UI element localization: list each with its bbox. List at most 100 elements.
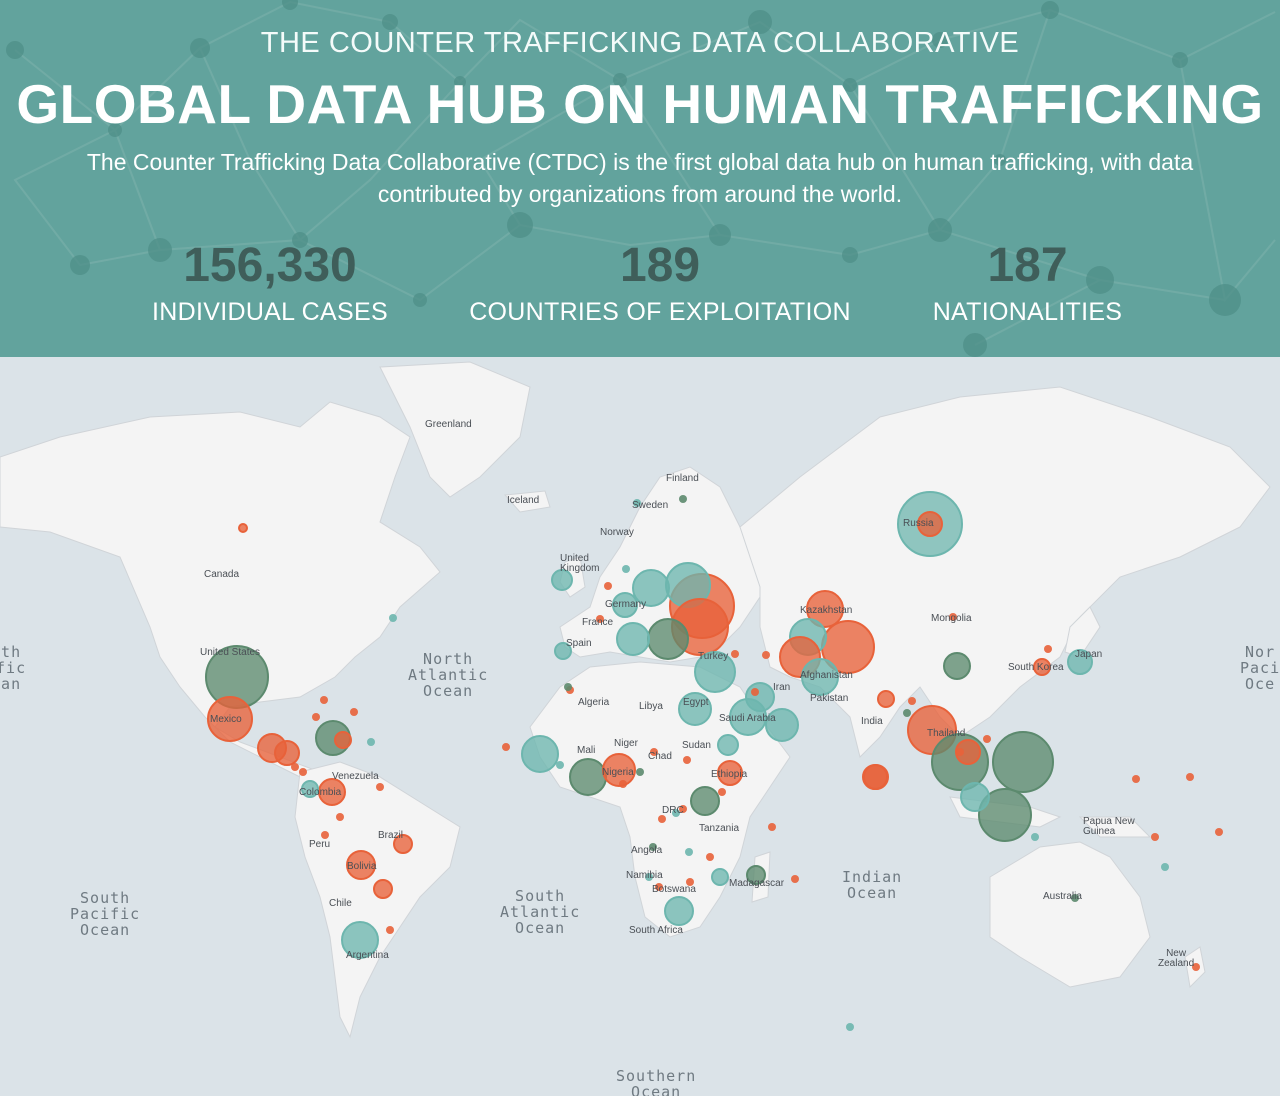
marker-dot[interactable] (718, 788, 726, 796)
marker-dot[interactable] (556, 761, 564, 769)
marker-dot[interactable] (336, 813, 344, 821)
bubble-yemen[interactable] (765, 708, 799, 742)
bubble-uganda[interactable] (690, 786, 720, 816)
marker-dot[interactable] (686, 878, 694, 886)
bubble-kenya[interactable] (717, 760, 743, 786)
marker-dot[interactable] (908, 697, 916, 705)
bubble-malaysia[interactable] (960, 782, 990, 812)
marker-dot[interactable] (791, 875, 799, 883)
land-masses (0, 361, 1271, 1039)
marker-dot[interactable] (350, 708, 358, 716)
ocean-label-south-pacific: South Pacific Ocean (70, 889, 141, 939)
marker-dot[interactable] (619, 780, 627, 788)
marker-dot[interactable] (291, 763, 299, 771)
bubble-uk[interactable] (551, 569, 573, 591)
bubble-layer[interactable] (205, 491, 1223, 1031)
marker-dot[interactable] (1161, 863, 1169, 871)
bubble-south_africa[interactable] (664, 896, 694, 926)
marker-dot[interactable] (596, 615, 604, 623)
bubble-philippines[interactable] (992, 731, 1054, 793)
bubble-germany[interactable] (612, 592, 638, 618)
marker-dot[interactable] (376, 783, 384, 791)
bubble-mexico[interactable] (207, 696, 253, 742)
marker-dot[interactable] (1132, 775, 1140, 783)
marker-dot[interactable] (683, 756, 691, 764)
bubble-ecuador[interactable] (301, 780, 319, 798)
world-map[interactable]: rth ific ean North Atlantic Ocean South … (0, 357, 1280, 1096)
bubble-korea[interactable] (1033, 658, 1051, 676)
hero-kicker: THE COUNTER TRAFFICKING DATA COLLABORATI… (260, 27, 1020, 59)
marker-dot[interactable] (706, 853, 714, 861)
marker-dot[interactable] (768, 823, 776, 831)
marker-dot[interactable] (685, 848, 693, 856)
marker-dot[interactable] (604, 582, 612, 590)
map-canvas[interactable] (0, 357, 1280, 1096)
bubble-senegal[interactable] (521, 735, 559, 773)
bubble-honduras[interactable] (274, 740, 300, 766)
marker-dot[interactable] (636, 768, 644, 776)
marker-dot[interactable] (983, 735, 991, 743)
marker-dot[interactable] (672, 809, 680, 817)
marker-dot[interactable] (622, 565, 630, 573)
marker-dot[interactable] (679, 805, 687, 813)
bubble-brazil[interactable] (393, 834, 413, 854)
bubble-kazakhstan[interactable] (806, 590, 844, 628)
bubble-paraguay[interactable] (373, 879, 393, 899)
marker-dot[interactable] (1192, 963, 1200, 971)
bubble-spain[interactable] (554, 642, 572, 660)
marker-dot[interactable] (1071, 894, 1079, 902)
marker-dot[interactable] (650, 748, 658, 756)
bubble-nepal[interactable] (877, 690, 895, 708)
marker-dot[interactable] (1031, 833, 1039, 841)
bubble-bolivia[interactable] (346, 850, 376, 880)
marker-dot[interactable] (321, 831, 329, 839)
marker-dot[interactable] (655, 883, 663, 891)
bubble-saudi[interactable] (729, 698, 767, 736)
marker-dot[interactable] (299, 768, 307, 776)
country-label-brazil: Brazil (378, 830, 404, 841)
marker-dot[interactable] (956, 748, 964, 756)
bubble-japan[interactable] (1067, 649, 1093, 675)
bubble-colombia[interactable] (318, 778, 346, 806)
marker-dot[interactable] (502, 743, 510, 751)
marker-dot[interactable] (312, 713, 320, 721)
marker-dot[interactable] (1215, 828, 1223, 836)
marker-dot[interactable] (649, 843, 657, 851)
marker-dot[interactable] (731, 650, 739, 658)
bubble-nigeria[interactable] (602, 753, 636, 787)
bubble-ethiopia[interactable] (717, 734, 739, 756)
marker-dot[interactable] (389, 614, 397, 622)
bubble-madagascar[interactable] (746, 865, 766, 885)
bubble-turkey[interactable] (694, 651, 736, 693)
bubble-ghana[interactable] (569, 758, 607, 796)
bubble-china[interactable] (943, 652, 971, 680)
marker-dot[interactable] (633, 499, 641, 507)
marker-dot[interactable] (320, 696, 328, 704)
bubble-canada[interactable] (238, 523, 248, 533)
bubble-russia-inner[interactable] (917, 511, 943, 537)
bubble-argentina[interactable] (341, 921, 379, 959)
marker-dot[interactable] (679, 495, 687, 503)
bubble-dominican[interactable] (334, 731, 352, 749)
marker-dot[interactable] (1151, 833, 1159, 841)
bubble-egypt[interactable] (678, 692, 712, 726)
marker-dot[interactable] (762, 651, 770, 659)
marker-dot[interactable] (658, 815, 666, 823)
marker-dot[interactable] (386, 926, 394, 934)
bubble-indonesia[interactable] (978, 788, 1032, 842)
bubble-mozambique[interactable] (711, 868, 729, 886)
marker-dot[interactable] (751, 688, 759, 696)
bubble-romania[interactable] (647, 618, 689, 660)
marker-dot[interactable] (903, 709, 911, 717)
marker-dot[interactable] (564, 683, 572, 691)
bubble-sri_lanka[interactable] (863, 764, 889, 790)
bubble-italy[interactable] (616, 622, 650, 656)
marker-dot[interactable] (367, 738, 375, 746)
marker-dot[interactable] (1044, 645, 1052, 653)
bubble-afghanistan[interactable] (801, 658, 839, 696)
marker-dot[interactable] (949, 613, 957, 621)
marker-dot[interactable] (846, 1023, 854, 1031)
marker-dot[interactable] (1186, 773, 1194, 781)
bubble-poland[interactable] (632, 569, 670, 607)
marker-dot[interactable] (645, 873, 653, 881)
